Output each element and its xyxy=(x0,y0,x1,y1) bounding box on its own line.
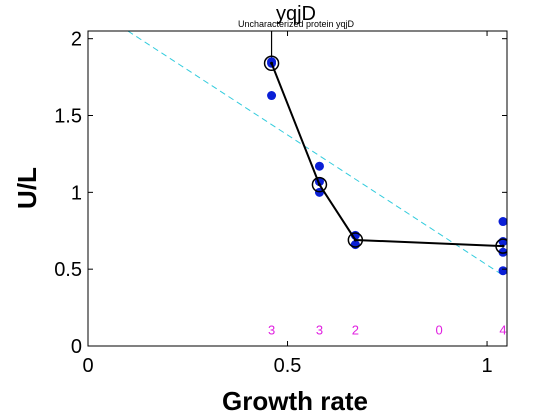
x-axis-label: Growth rate xyxy=(222,386,368,416)
plot-content: 3 3 2 0 4 xyxy=(127,31,507,338)
mean-marker xyxy=(311,176,328,193)
y-tick-label: 2 xyxy=(71,29,82,51)
mean-marker-dot xyxy=(317,183,321,187)
mean-marker-dot xyxy=(270,61,274,65)
scatter-point xyxy=(498,217,507,227)
x-tick-label: 0.5 xyxy=(274,355,302,377)
count-label: 3 xyxy=(316,323,323,338)
scatter-point xyxy=(314,161,324,171)
count-label: 3 xyxy=(268,323,275,338)
mean-marker xyxy=(263,55,280,72)
scatter-point xyxy=(267,91,277,101)
fit-line xyxy=(127,31,504,276)
mean-marker-dot xyxy=(353,238,357,242)
count-label: 2 xyxy=(352,323,359,338)
mean-marker-dot xyxy=(501,244,505,248)
mean-line xyxy=(270,62,504,248)
chart-subtitle: Uncharacterized protein yqjD xyxy=(238,19,355,29)
count-label: 0 xyxy=(436,323,443,338)
y-tick-label: 0 xyxy=(71,336,82,358)
scatter-point xyxy=(498,247,507,257)
axis-ticks: 0 0.5 1 0 0.5 1 1.5 2 xyxy=(54,29,507,377)
axes-frame xyxy=(87,30,508,347)
y-axis-label: U/L xyxy=(12,167,42,209)
y-tick-label: 0.5 xyxy=(54,259,82,281)
scatter-point xyxy=(498,266,507,276)
x-tick-label: 0 xyxy=(82,355,93,377)
scatter-point xyxy=(267,57,277,67)
plot-area: 3 3 2 0 4 xyxy=(127,31,507,338)
chart-title: yqjD xyxy=(276,3,316,25)
x-tick-label: 1 xyxy=(481,355,492,377)
y-tick-label: 1.5 xyxy=(54,106,82,128)
mean-marker xyxy=(495,238,507,254)
mean-marker xyxy=(347,232,364,248)
count-label: 4 xyxy=(499,323,506,338)
y-tick-label: 1 xyxy=(71,182,82,204)
